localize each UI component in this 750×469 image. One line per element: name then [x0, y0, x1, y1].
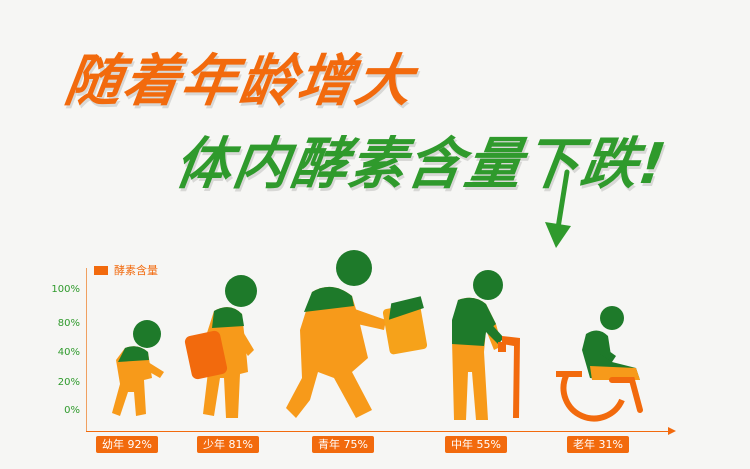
y-tick-label: 80% [57, 318, 80, 329]
down-arrow-icon [545, 169, 571, 248]
category-label-middle-age: 中年 55% [445, 436, 507, 453]
y-tick-label: 100% [51, 284, 80, 295]
category-label-teen: 少年 81% [197, 436, 259, 453]
youth-figure [286, 250, 428, 418]
legend-swatch [94, 265, 108, 275]
y-axis-line [86, 268, 87, 431]
middle-age-figure [452, 270, 520, 420]
chart-legend: 酵素含量 [94, 262, 158, 278]
category-label-child: 幼年 92% [96, 436, 158, 453]
y-tick-label: 0% [64, 405, 80, 416]
x-axis-line [86, 431, 670, 432]
category-label-elderly: 老年 31% [567, 436, 629, 453]
teen-figure [184, 275, 257, 418]
elderly-figure [556, 306, 643, 422]
child-figure [112, 320, 164, 416]
y-tick-label: 20% [57, 377, 80, 388]
y-tick-label: 40% [57, 347, 80, 358]
category-label-youth: 青年 75% [312, 436, 374, 453]
legend-label: 酵素含量 [114, 264, 158, 277]
x-axis-arrow-icon [668, 427, 676, 435]
